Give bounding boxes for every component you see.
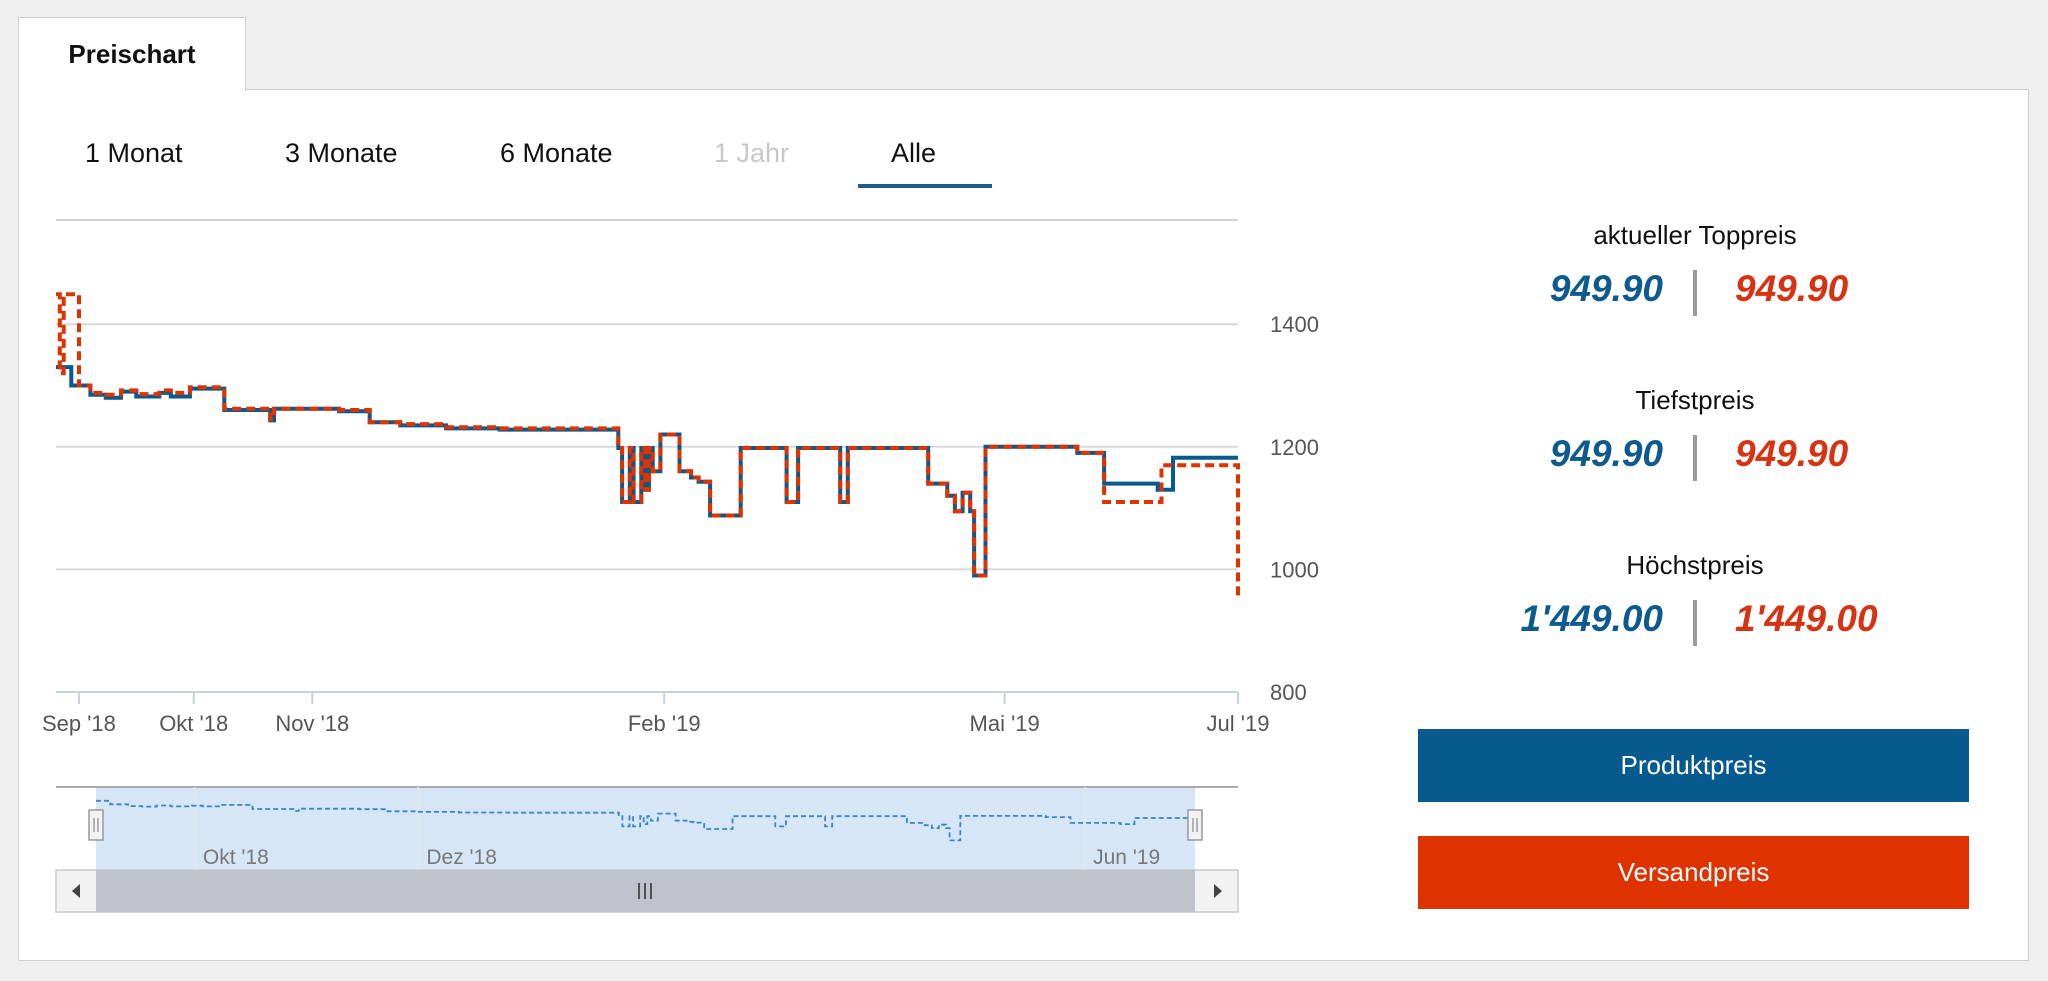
- low-price-values: 949.90 949.90: [1415, 433, 1975, 493]
- low-shipping-price: 949.90: [1735, 433, 1849, 474]
- scroll-left-arrow-icon: [72, 884, 80, 898]
- tab-preischart[interactable]: Preischart: [18, 17, 246, 91]
- x-tick-label: Mai '19: [970, 711, 1040, 736]
- high-price-title: Höchstpreis: [1626, 550, 1764, 580]
- high-shipping-price: 1'449.00: [1735, 598, 1878, 639]
- range-1-monat[interactable]: 1 Monat: [85, 138, 183, 168]
- high-product-price: 1'449.00: [1520, 598, 1663, 639]
- scroll-right-arrow-icon: [1214, 884, 1222, 898]
- low-product-price: 949.90: [1549, 433, 1663, 474]
- current-product-price: 949.90: [1549, 268, 1663, 309]
- navigator-selected-area: [96, 788, 1195, 870]
- x-tick-label: Okt '18: [159, 711, 228, 736]
- shipping-price-button[interactable]: Versandpreis: [1418, 836, 1969, 909]
- range-alle[interactable]: Alle: [857, 138, 993, 188]
- range-6-monate[interactable]: 6 Monate: [500, 138, 613, 168]
- low-price-title: Tiefstpreis: [1635, 385, 1755, 415]
- navigator-tick-label: Dez '18: [426, 846, 497, 869]
- product-price-button[interactable]: Produktpreis: [1418, 729, 1969, 802]
- high-price-values: 1'449.00 1'449.00: [1415, 598, 1975, 658]
- range-3-monate[interactable]: 3 Monate: [285, 138, 398, 168]
- y-tick-label: 800: [1270, 680, 1307, 705]
- current-price-title: aktueller Toppreis: [1593, 220, 1797, 250]
- x-tick-label: Feb '19: [628, 711, 701, 736]
- x-tick-label: Nov '18: [275, 711, 349, 736]
- navigator-left-handle: [88, 809, 104, 841]
- y-tick-label: 1400: [1270, 312, 1319, 337]
- tab-label: Preischart: [68, 39, 196, 69]
- current-shipping-price: 949.90: [1735, 268, 1849, 309]
- x-tick-label: Sep '18: [42, 711, 116, 736]
- navigator-right-handle: [1187, 809, 1203, 841]
- price-separator: [1693, 270, 1697, 316]
- product-price-line: [56, 365, 1238, 578]
- y-tick-label: 1000: [1270, 557, 1319, 582]
- current-price-values: 949.90 949.90: [1415, 268, 1975, 328]
- price-separator: [1693, 435, 1697, 481]
- x-tick-label: Jul '19: [1207, 711, 1270, 736]
- shipping-price-line: [56, 292, 1240, 601]
- price-separator: [1693, 600, 1697, 646]
- navigator-series-line: [96, 799, 1195, 842]
- navigator-tick-label: Jun '19: [1093, 846, 1160, 869]
- range-1-jahr: 1 Jahr: [714, 138, 790, 168]
- y-tick-label: 1200: [1270, 435, 1319, 460]
- navigator-tick-label: Okt '18: [203, 846, 269, 869]
